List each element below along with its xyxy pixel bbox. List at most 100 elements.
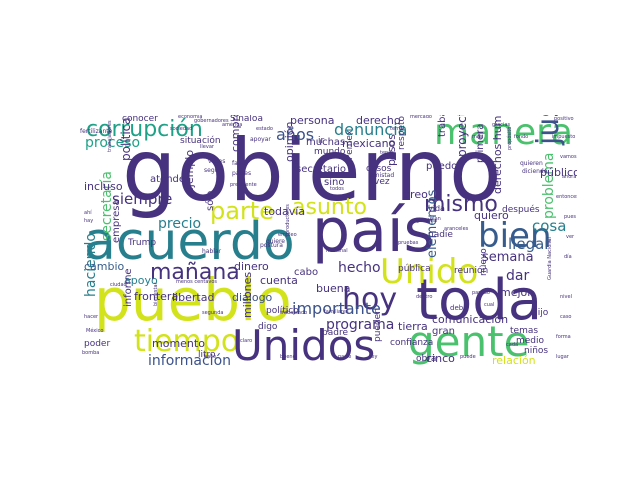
word: ahí bbox=[84, 210, 92, 216]
word: estado bbox=[256, 126, 273, 132]
word: país bbox=[312, 196, 435, 266]
word: día bbox=[564, 254, 572, 260]
word: cada bbox=[506, 342, 519, 348]
word: manera bbox=[434, 115, 573, 153]
word: momento bbox=[152, 337, 205, 350]
word: segunda bbox=[202, 310, 224, 316]
word: respeto bbox=[397, 115, 407, 150]
word: trabajo bbox=[437, 115, 448, 137]
word: debe bbox=[450, 304, 468, 312]
word: seguir bbox=[204, 167, 223, 174]
word: empleo bbox=[278, 232, 297, 238]
word: cambio bbox=[84, 260, 125, 273]
word: proyecto bbox=[455, 115, 469, 157]
word: incluso bbox=[84, 180, 123, 193]
word: fondo bbox=[514, 134, 529, 140]
word: poder bbox=[84, 339, 111, 349]
word: puedo bbox=[426, 161, 458, 172]
word: problema bbox=[541, 152, 557, 219]
word: presidente bbox=[230, 182, 257, 188]
word: dinero bbox=[234, 260, 269, 273]
word: Unidos bbox=[232, 321, 376, 367]
word: litro bbox=[198, 350, 216, 360]
word: mejor bbox=[500, 286, 532, 299]
word: información bbox=[148, 353, 232, 366]
word: más bbox=[472, 134, 483, 140]
word: pública bbox=[398, 264, 431, 274]
word: todavía bbox=[264, 205, 306, 218]
word: secretario bbox=[296, 164, 346, 175]
word: ver bbox=[566, 234, 575, 240]
word: millones bbox=[241, 271, 254, 318]
word: precio bbox=[158, 216, 202, 232]
word: nadie bbox=[428, 230, 453, 240]
word: medio bbox=[516, 336, 545, 346]
word: fertilizante bbox=[80, 128, 113, 135]
word: sino bbox=[324, 177, 345, 188]
word: frontera bbox=[134, 290, 179, 303]
word: Guardia Nacional bbox=[547, 237, 553, 280]
word: menos centavos bbox=[176, 279, 218, 285]
word: Trump bbox=[128, 238, 157, 248]
word: años bbox=[276, 125, 315, 144]
word: dentro bbox=[416, 294, 433, 300]
word: caso bbox=[560, 314, 572, 320]
word: después bbox=[502, 205, 540, 215]
word: tener bbox=[380, 150, 394, 156]
word: hoy bbox=[342, 282, 398, 317]
word: todos bbox=[330, 186, 344, 192]
word: importante bbox=[292, 299, 381, 318]
word: bienestar bbox=[153, 282, 159, 306]
word: vida bbox=[428, 204, 445, 213]
word: quiero bbox=[474, 209, 509, 222]
word: mercado bbox=[410, 115, 432, 120]
word: puede bbox=[460, 354, 476, 360]
word: siempre bbox=[112, 190, 173, 208]
word: impuesto bbox=[552, 134, 576, 140]
word: hace bbox=[204, 354, 217, 360]
word: atender bbox=[150, 174, 190, 185]
word: tiempo bbox=[134, 324, 240, 359]
word: primera bbox=[475, 123, 486, 163]
word: positivo bbox=[554, 116, 574, 122]
word: nivel bbox=[560, 294, 572, 300]
word: persona bbox=[290, 115, 335, 127]
word: propósito bbox=[507, 126, 513, 150]
word: gente bbox=[408, 317, 530, 366]
word: proceso bbox=[85, 135, 141, 151]
word: ley bbox=[370, 354, 378, 360]
word: toda bbox=[416, 268, 543, 333]
word: forma bbox=[556, 334, 571, 340]
word: parte bbox=[210, 197, 274, 225]
word: público bbox=[540, 166, 577, 179]
word: parte bbox=[338, 354, 352, 360]
word: obra bbox=[416, 354, 437, 364]
word: sociedad bbox=[170, 126, 193, 132]
word: comunicación bbox=[432, 313, 509, 326]
word: sólo bbox=[205, 190, 216, 211]
word: pruebas bbox=[398, 240, 419, 246]
word: apoyar bbox=[250, 136, 271, 143]
word: creo bbox=[404, 188, 428, 201]
word: Sinaloa bbox=[230, 115, 263, 124]
word: economía bbox=[178, 115, 203, 120]
word: hacer bbox=[84, 314, 99, 320]
word: reunión bbox=[454, 266, 489, 276]
word: acuerdo bbox=[84, 212, 295, 272]
word: quiere bbox=[266, 238, 285, 245]
word: llevar bbox=[200, 144, 214, 150]
word: tierra bbox=[398, 320, 428, 333]
word: apoyo bbox=[124, 274, 158, 287]
word: mundo bbox=[314, 147, 346, 157]
word: casos bbox=[366, 164, 392, 174]
word: digo bbox=[258, 322, 278, 332]
word: dar bbox=[506, 268, 530, 284]
word: trabajando bbox=[280, 310, 308, 316]
word: padre bbox=[322, 328, 348, 338]
word: américa bbox=[222, 122, 243, 128]
word: vez bbox=[374, 177, 390, 187]
word: cabo bbox=[294, 267, 319, 278]
word: libertad bbox=[172, 291, 215, 304]
word: Nacional bbox=[326, 248, 348, 254]
word: corrupción bbox=[86, 117, 203, 142]
